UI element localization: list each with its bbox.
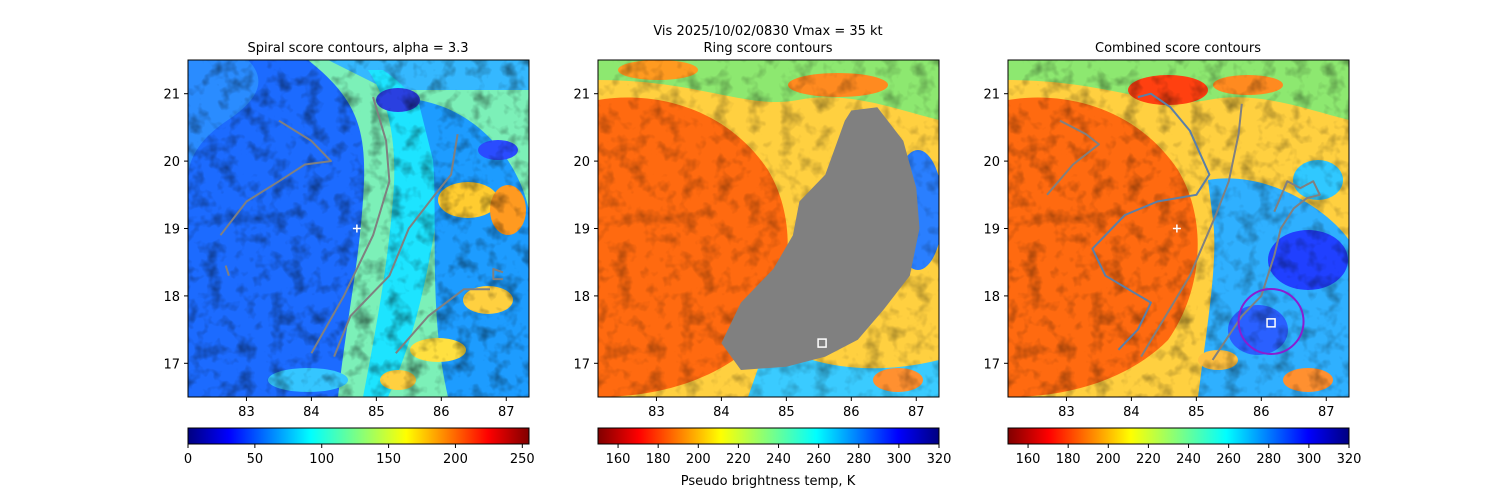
colorbar-tick-label: 150 xyxy=(376,452,401,467)
x-tick-label: 86 xyxy=(843,405,860,420)
x-tick-label: 84 xyxy=(303,405,320,420)
score-contour xyxy=(219,119,332,236)
axes: 83 84 85 86 87 17 18 19 20 21 xyxy=(573,88,924,420)
score-contour xyxy=(1046,119,1100,196)
colorbar-tick-label: 220 xyxy=(1136,452,1161,467)
score-contour xyxy=(224,265,230,277)
colorbar: 0 50 100 150 200 250 xyxy=(184,427,535,467)
y-tick-label: 18 xyxy=(163,290,180,305)
score-contour xyxy=(333,133,459,357)
colorbar: 160 180 200 220 240 260 280 300 320 xyxy=(1007,427,1362,467)
colorbar-tick-label: 220 xyxy=(726,452,751,467)
y-tick-label: 21 xyxy=(163,88,180,103)
colorbar-tick-label: 250 xyxy=(510,452,535,467)
colorbar-tick-label: 280 xyxy=(1256,452,1281,467)
colorbar-tick-label: 300 xyxy=(1296,452,1321,467)
x-tick-label: 83 xyxy=(648,405,665,420)
contour-group xyxy=(219,96,504,357)
panel-ring: Ring score contours 83 84 85 86 87 17 18 19 20 21… xyxy=(573,41,951,489)
y-tick-label: 19 xyxy=(163,223,180,238)
y-tick-label: 19 xyxy=(983,223,1000,238)
colorbar-tick-label: 100 xyxy=(309,452,334,467)
center-square-marker xyxy=(1266,318,1276,328)
score-contour xyxy=(310,96,391,354)
colorbar-frame xyxy=(187,427,530,445)
x-tick-label: 87 xyxy=(908,405,925,420)
y-tick-label: 20 xyxy=(983,155,1000,170)
y-tick-label: 19 xyxy=(573,223,590,238)
colorbar-frame xyxy=(597,427,940,445)
colorbar-label: Pseudo brightness temp, K xyxy=(681,474,856,489)
colorbar-tick-label: 240 xyxy=(766,452,791,467)
panel-combined: Combined score contours 83 84 85 86 87 17 18 19… xyxy=(983,41,1361,467)
marker-group xyxy=(352,224,361,233)
center-plus-marker xyxy=(1172,224,1181,233)
heatmap-area xyxy=(188,60,529,397)
y-tick-label: 17 xyxy=(163,357,180,372)
colorbar-frame xyxy=(1007,427,1350,445)
colorbar-tick-label: 200 xyxy=(443,452,468,467)
marker-group xyxy=(817,338,827,348)
contour-group xyxy=(1046,92,1321,361)
x-tick-label: 86 xyxy=(1253,405,1270,420)
colorbar-tick-label: 50 xyxy=(247,452,264,467)
figure-suptitle: Vis 2025/10/02/0830 Vmax = 35 kt xyxy=(653,24,882,39)
colorbar-tick-label: 320 xyxy=(1337,452,1362,467)
y-tick-label: 18 xyxy=(983,290,1000,305)
score-contour xyxy=(395,288,490,354)
y-tick-label: 18 xyxy=(573,290,590,305)
x-tick-label: 84 xyxy=(1123,405,1140,420)
panel-title: Ring score contours xyxy=(703,41,832,56)
colorbar-tick-label: 260 xyxy=(806,452,831,467)
y-tick-label: 21 xyxy=(983,88,1000,103)
colorbar-tick-label: 320 xyxy=(927,452,952,467)
colorbar-tick-label: 180 xyxy=(1056,452,1081,467)
score-contour xyxy=(492,267,504,281)
x-tick-label: 85 xyxy=(368,405,385,420)
score-contour xyxy=(1091,92,1211,351)
colorbar-tick-label: 200 xyxy=(1096,452,1121,467)
x-tick-label: 84 xyxy=(713,405,730,420)
y-tick-label: 17 xyxy=(983,357,1000,372)
colorbar-tick-label: 0 xyxy=(184,452,192,467)
x-tick-label: 83 xyxy=(1058,405,1075,420)
center-plus-marker xyxy=(352,224,361,233)
x-tick-label: 86 xyxy=(433,405,450,420)
x-tick-label: 83 xyxy=(238,405,255,420)
colorbar-tick-label: 160 xyxy=(1016,452,1041,467)
colorbar: 160 180 200 220 240 260 280 300 320 xyxy=(597,427,952,467)
score-contour xyxy=(1140,103,1243,358)
colorbar-gradient xyxy=(1008,428,1349,444)
y-tick-label: 21 xyxy=(573,88,590,103)
colorbar-tick-label: 180 xyxy=(646,452,671,467)
colorbar-tick-label: 300 xyxy=(886,452,911,467)
colorbar-tick-label: 260 xyxy=(1216,452,1241,467)
colorbar-tick-label: 240 xyxy=(1176,452,1201,467)
axes: 83 84 85 86 87 17 18 19 20 21 xyxy=(163,88,514,420)
score-contour xyxy=(1211,180,1321,361)
heatmap-area xyxy=(1008,60,1349,397)
panel-spiral: Spiral score contours, alpha = 3.3 83 84 8… xyxy=(163,41,534,467)
ring-score-region xyxy=(721,107,920,370)
y-tick-label: 17 xyxy=(573,357,590,372)
x-tick-label: 87 xyxy=(498,405,515,420)
y-tick-label: 20 xyxy=(163,155,180,170)
heatmap-area xyxy=(598,60,939,397)
colorbar-gradient xyxy=(598,428,939,444)
center-circle xyxy=(1237,288,1305,355)
x-tick-label: 87 xyxy=(1318,405,1335,420)
marker-group xyxy=(1172,224,1276,328)
x-tick-label: 85 xyxy=(1188,405,1205,420)
axes: 83 84 85 86 87 17 18 19 20 21 xyxy=(983,88,1334,420)
colorbar-tick-label: 160 xyxy=(606,452,631,467)
colorbar-tick-label: 200 xyxy=(686,452,711,467)
colorbar-gradient xyxy=(188,428,529,444)
panel-title: Combined score contours xyxy=(1095,41,1261,56)
x-tick-label: 85 xyxy=(778,405,795,420)
y-tick-label: 20 xyxy=(573,155,590,170)
center-square-marker xyxy=(817,338,827,348)
colorbar-tick-label: 280 xyxy=(846,452,871,467)
panel-title: Spiral score contours, alpha = 3.3 xyxy=(247,41,468,56)
